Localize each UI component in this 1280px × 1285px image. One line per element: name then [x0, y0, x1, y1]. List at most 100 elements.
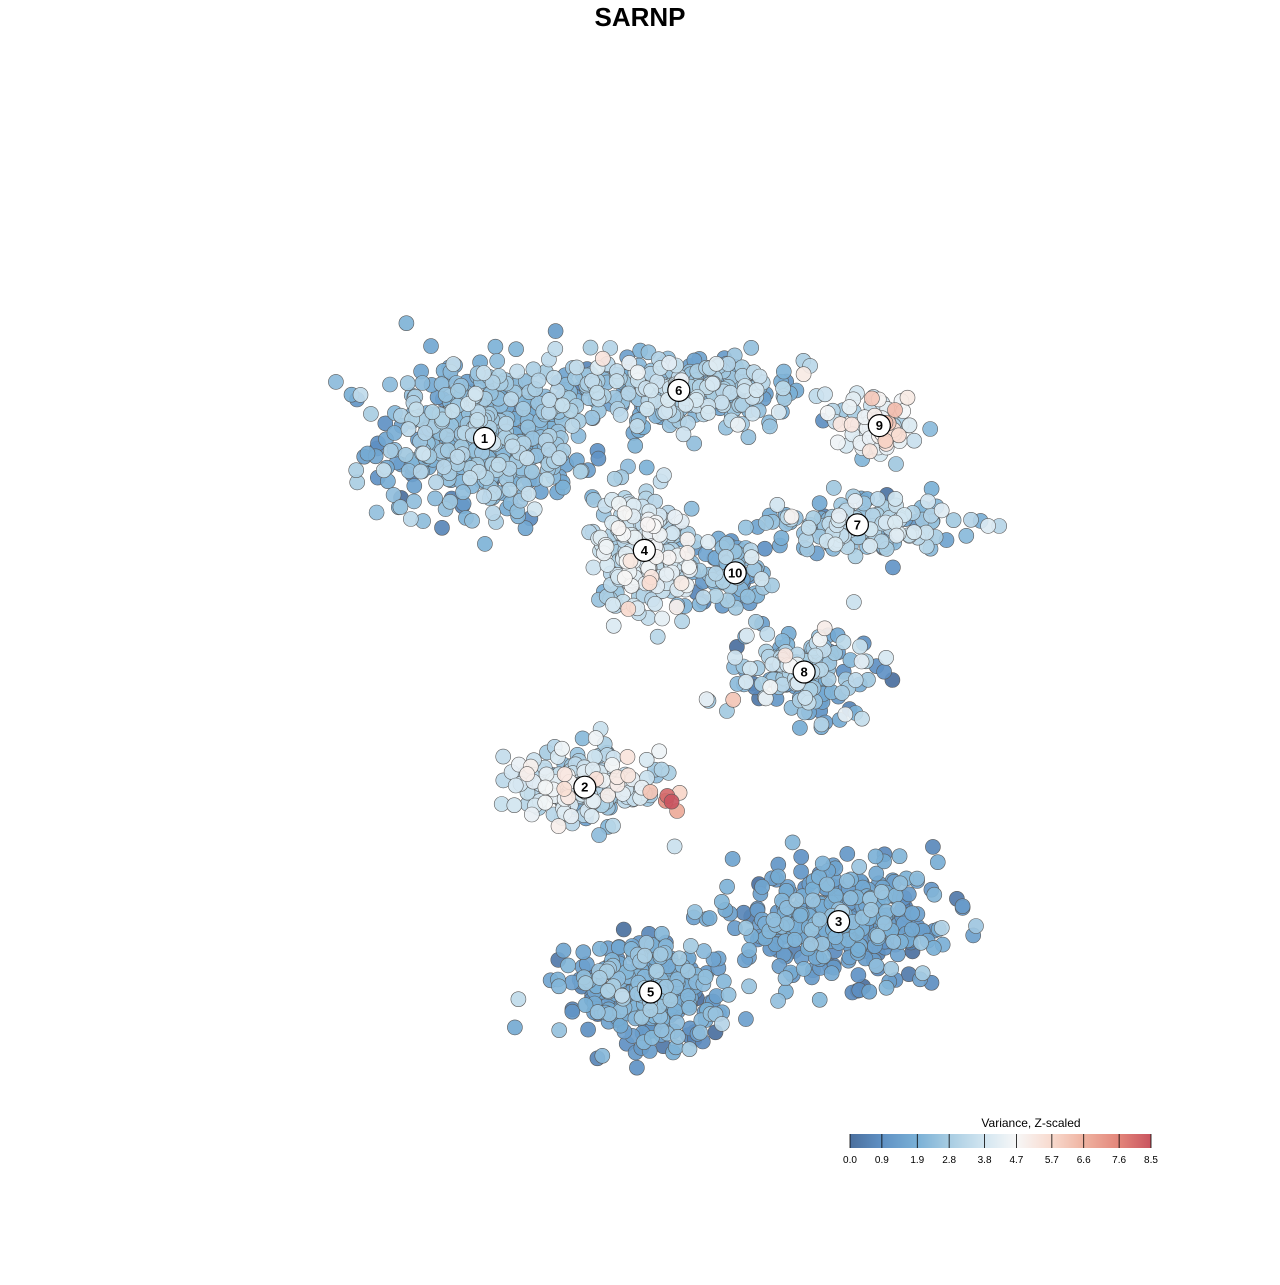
data-point [584, 409, 600, 426]
data-point [575, 944, 592, 961]
data-point [675, 426, 692, 443]
data-point [485, 505, 501, 521]
data-point [862, 538, 878, 554]
data-point [385, 487, 402, 503]
cluster-labels-layer: 1 6 9 7 4 10 8 2 3 5 [472, 378, 891, 1004]
data-point [414, 375, 431, 391]
data-point [490, 456, 507, 473]
cluster-label-text: 3 [835, 914, 842, 929]
data-point [641, 575, 658, 591]
data-point [718, 549, 734, 565]
data-point [769, 496, 786, 513]
data-point [444, 403, 461, 419]
data-point [835, 634, 852, 650]
data-point [541, 441, 557, 458]
cluster-label-badge [667, 378, 691, 402]
data-point [764, 656, 781, 673]
data-point [883, 961, 900, 977]
data-point [841, 399, 858, 415]
data-point [506, 797, 523, 814]
data-point [701, 910, 718, 926]
data-point [653, 1022, 670, 1038]
data-point [719, 878, 735, 895]
data-point [392, 499, 409, 515]
data-point [892, 875, 909, 892]
data-point [582, 339, 599, 356]
data-point [751, 368, 768, 385]
data-point [667, 509, 683, 526]
data-point [555, 942, 572, 959]
data-point [556, 766, 573, 783]
data-point [945, 512, 962, 529]
data-point [681, 999, 698, 1016]
data-point [868, 958, 885, 974]
data-point [614, 987, 630, 1004]
legend-tick-label: 6.6 [1077, 1155, 1091, 1166]
data-point [639, 401, 655, 417]
data-point [807, 647, 824, 664]
data-point [439, 427, 455, 444]
data-point [359, 445, 376, 462]
data-point [547, 323, 564, 339]
data-point [523, 806, 540, 823]
data-point [878, 649, 894, 666]
legend-ticks: 0.0 0.9 1.9 2.8 3.8 4.7 5.7 6.6 7.6 8.5 [843, 1134, 1158, 1166]
data-point [823, 965, 840, 982]
cluster-label-text: 4 [641, 543, 649, 558]
data-point [762, 418, 778, 435]
data-point [524, 463, 540, 480]
data-point [556, 781, 573, 797]
data-point [605, 817, 621, 834]
data-point [663, 793, 680, 810]
legend-tick-label: 0.9 [875, 1155, 889, 1166]
legend-tick-label: 0.0 [843, 1155, 857, 1166]
data-point [589, 1004, 606, 1020]
legend-colorbar [850, 1134, 1151, 1148]
data-point [434, 519, 450, 536]
data-point [852, 638, 868, 655]
data-point [619, 749, 636, 765]
cluster-label: 3 [826, 909, 851, 934]
data-point [793, 863, 809, 880]
data-point [651, 743, 668, 760]
data-point [738, 1011, 754, 1027]
data-point [829, 434, 846, 451]
data-point [550, 818, 567, 834]
data-point [700, 534, 716, 550]
cluster-label-text: 7 [854, 517, 861, 532]
cluster-label-badge [867, 414, 891, 438]
data-point [519, 766, 535, 782]
data-point [888, 527, 905, 544]
data-point [850, 941, 867, 958]
data-point [408, 401, 425, 418]
data-point [519, 450, 535, 467]
data-point [887, 490, 904, 507]
data-point [683, 500, 700, 517]
data-point [720, 986, 737, 1003]
legend-tick-label: 3.8 [978, 1155, 992, 1166]
data-point [679, 545, 696, 561]
cluster-label-text: 9 [876, 418, 883, 433]
data-point [428, 474, 444, 491]
data-point [554, 740, 570, 757]
data-point [382, 376, 398, 393]
cluster-label: 1 [472, 426, 497, 450]
data-point [352, 387, 369, 403]
data-point [682, 938, 699, 954]
data-point [574, 730, 591, 747]
data-point [592, 940, 608, 957]
data-point [878, 979, 895, 996]
data-point [547, 341, 564, 357]
data-point [348, 462, 365, 479]
data-point [876, 915, 893, 932]
data-point [610, 520, 627, 537]
data-point [476, 488, 492, 505]
data-point [526, 501, 543, 518]
data-point [620, 385, 637, 402]
data-point [658, 566, 675, 583]
data-point [885, 933, 902, 950]
data-point [698, 691, 715, 708]
data-point [778, 916, 795, 932]
data-point [784, 834, 801, 851]
